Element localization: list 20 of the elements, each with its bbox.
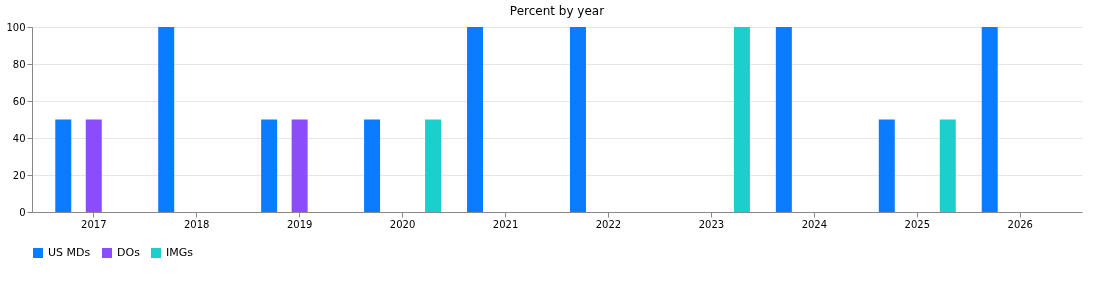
y-tick-label: 100 [6, 21, 26, 33]
x-tick-label: 2021 [492, 218, 519, 230]
x-tick-label: 2023 [698, 218, 725, 230]
y-tick-label: 0 [19, 206, 26, 218]
y-tick-label: 80 [12, 58, 26, 70]
legend-label: DOs [117, 246, 141, 259]
x-tick-label: 2026 [1007, 218, 1033, 230]
x-tick-label: 2017 [81, 218, 107, 230]
x-tick-label: 2022 [595, 218, 622, 230]
y-tick-label: 20 [12, 169, 26, 181]
x-tick-label: 2019 [286, 218, 313, 230]
legend-label: US MDs [48, 246, 91, 259]
x-tick-label: 2018 [183, 218, 210, 230]
chart-title: Percent by year [509, 4, 605, 18]
y-tick-label: 40 [12, 132, 26, 144]
x-tick-label: 2024 [801, 218, 828, 230]
y-tick-label: 60 [12, 95, 26, 107]
x-tick-label: 2025 [904, 218, 931, 230]
x-tick-label: 2020 [389, 218, 416, 230]
legend-label: IMGs [166, 246, 194, 259]
